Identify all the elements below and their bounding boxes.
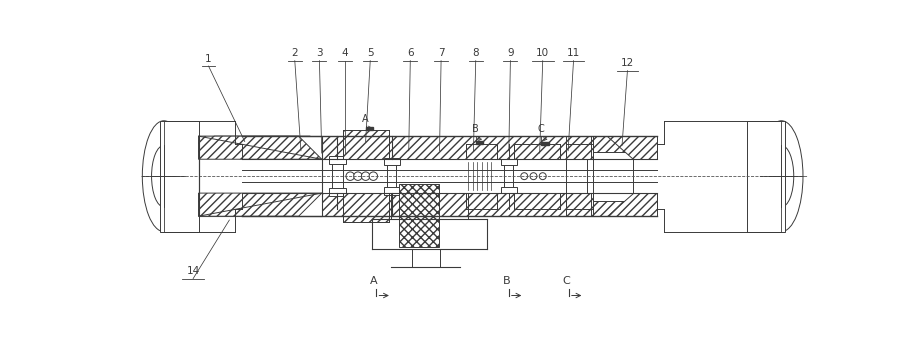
Polygon shape	[514, 193, 560, 208]
Text: 9: 9	[507, 48, 514, 58]
Bar	[366, 127, 373, 130]
Text: 2: 2	[292, 48, 298, 58]
Bar	[384, 158, 400, 165]
Text: C: C	[563, 276, 570, 286]
Bar	[587, 159, 595, 193]
Text: 8: 8	[473, 48, 479, 58]
Bar	[160, 121, 198, 232]
Text: B: B	[503, 276, 510, 286]
Text: 7: 7	[438, 48, 444, 58]
Text: 12: 12	[621, 58, 634, 68]
Text: 5: 5	[367, 48, 374, 58]
Bar	[329, 189, 345, 196]
Text: C: C	[538, 124, 545, 134]
Ellipse shape	[760, 121, 803, 232]
Ellipse shape	[142, 121, 186, 232]
Text: 11: 11	[567, 48, 581, 58]
Polygon shape	[342, 130, 389, 159]
Polygon shape	[214, 136, 243, 159]
Polygon shape	[566, 193, 593, 208]
Polygon shape	[514, 144, 560, 159]
Polygon shape	[606, 193, 656, 216]
Circle shape	[521, 173, 528, 180]
Text: 1: 1	[205, 54, 212, 64]
Bar	[501, 187, 517, 193]
Ellipse shape	[769, 145, 794, 207]
Circle shape	[369, 172, 378, 180]
Bar	[342, 193, 389, 222]
Bar	[329, 156, 345, 164]
Bar	[593, 151, 633, 201]
Circle shape	[530, 173, 537, 180]
Text: A: A	[370, 276, 378, 286]
Bar	[387, 159, 396, 193]
Polygon shape	[243, 193, 656, 216]
Polygon shape	[606, 136, 656, 159]
Bar	[504, 159, 513, 193]
Bar	[342, 130, 389, 159]
Text: B: B	[473, 124, 479, 134]
Bar	[501, 159, 517, 165]
Circle shape	[346, 172, 354, 180]
Polygon shape	[243, 136, 656, 159]
Polygon shape	[198, 136, 322, 159]
Circle shape	[362, 172, 370, 180]
Bar	[331, 159, 342, 193]
Polygon shape	[214, 136, 310, 159]
Circle shape	[354, 172, 362, 180]
Polygon shape	[198, 193, 322, 216]
Text: 6: 6	[407, 48, 414, 58]
Polygon shape	[466, 193, 497, 208]
Bar	[747, 121, 785, 232]
Bar	[475, 141, 484, 144]
Text: 3: 3	[316, 48, 323, 58]
Circle shape	[539, 173, 546, 180]
Polygon shape	[566, 144, 593, 159]
Ellipse shape	[151, 145, 176, 207]
Bar	[198, 136, 322, 216]
Polygon shape	[466, 144, 497, 159]
Polygon shape	[342, 193, 389, 222]
Text: 10: 10	[536, 48, 549, 58]
Bar	[541, 142, 549, 145]
Bar	[384, 187, 400, 195]
Bar	[566, 151, 593, 201]
Text: 4: 4	[342, 48, 348, 58]
Bar	[399, 184, 438, 247]
Text: A: A	[363, 114, 369, 124]
Text: 14: 14	[186, 266, 199, 276]
